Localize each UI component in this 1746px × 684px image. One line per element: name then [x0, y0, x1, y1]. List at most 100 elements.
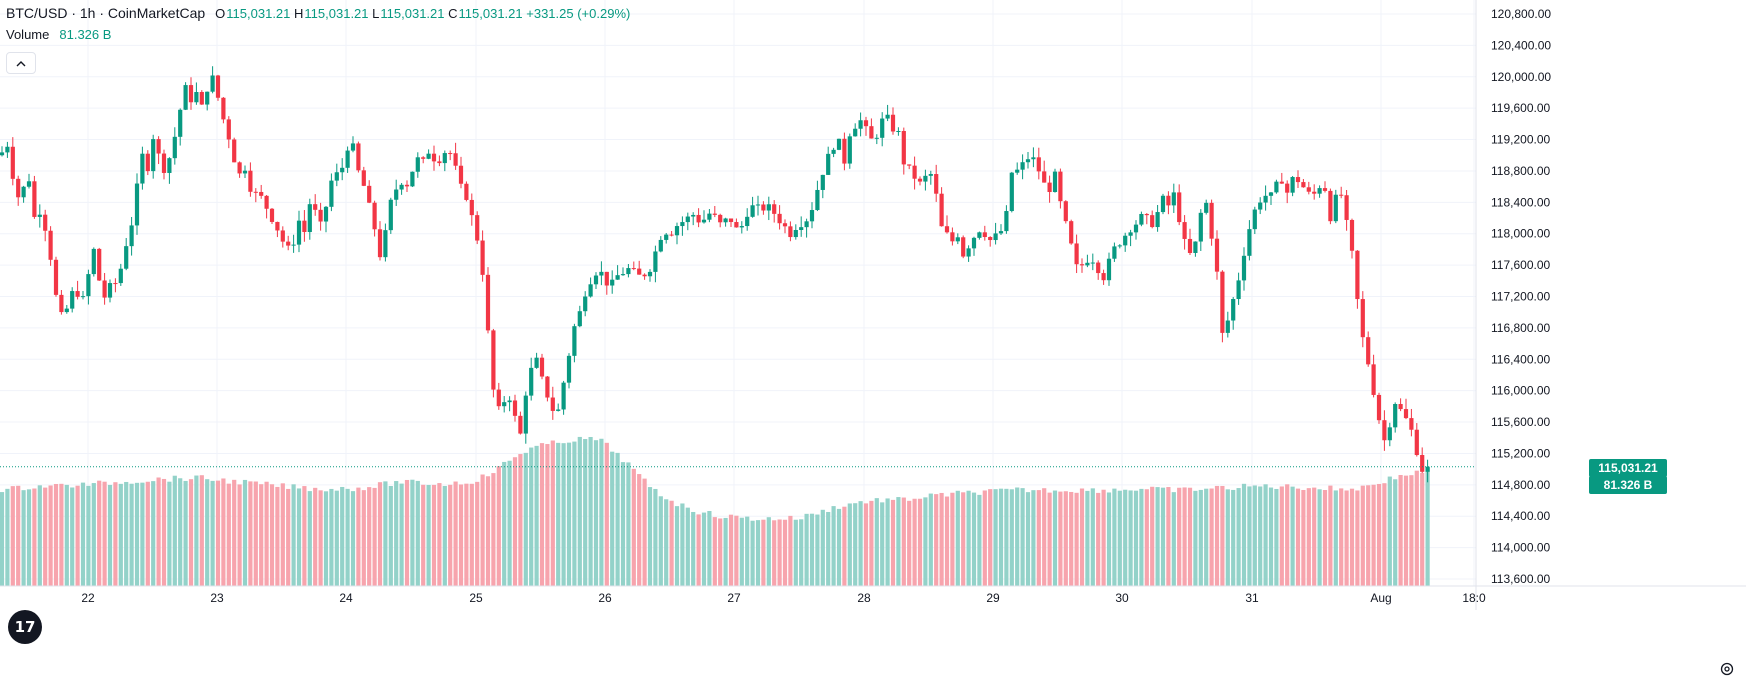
candle — [448, 150, 453, 161]
volume-bar — [961, 492, 966, 586]
volume-bar — [642, 478, 647, 586]
candle-body — [1198, 212, 1203, 242]
candle-body — [496, 389, 501, 407]
collapse-legend-button[interactable] — [6, 52, 36, 74]
symbol-title[interactable]: BTC/USD · 1h · CoinMarketCap — [6, 5, 206, 21]
volume-bar — [1133, 490, 1139, 586]
volume-label[interactable]: Volume — [6, 27, 50, 42]
candle-body — [194, 92, 199, 103]
candle-body — [626, 268, 631, 275]
volume-bar — [512, 457, 518, 586]
candle-body — [1322, 188, 1328, 191]
candle-body — [831, 149, 836, 154]
volume-bar — [453, 481, 458, 586]
volume-bar — [86, 485, 91, 586]
volume-bar — [1322, 490, 1328, 586]
candle — [64, 304, 69, 314]
candle — [998, 224, 1004, 236]
volume-bar — [458, 484, 464, 586]
volume-bar — [869, 500, 874, 586]
candle — [534, 352, 539, 369]
candle-body — [280, 230, 285, 242]
volume-bar — [307, 491, 312, 586]
candle — [1220, 270, 1225, 343]
candle-body — [1155, 212, 1160, 228]
volume-bar — [1409, 475, 1414, 586]
chart-settings-button[interactable] — [1712, 656, 1742, 682]
candle — [1425, 459, 1430, 483]
price-tick-label: 117,600.00 — [1491, 258, 1550, 272]
volume-bar — [658, 496, 663, 586]
candle-body — [377, 229, 383, 258]
volume-bar — [442, 485, 447, 586]
candle — [545, 375, 550, 402]
candle-body — [718, 214, 723, 223]
tradingview-logo-icon[interactable]: 17 — [8, 610, 42, 644]
candle-body — [329, 180, 334, 207]
close-label: C — [448, 5, 458, 21]
candle — [880, 112, 885, 147]
candle-body — [1285, 183, 1290, 193]
candle — [437, 155, 442, 167]
volume-bar — [70, 487, 75, 586]
volume-bar — [210, 480, 215, 586]
volume-bar — [723, 517, 728, 586]
candle-body — [777, 213, 782, 224]
candle — [826, 146, 831, 176]
price-tick-label: 118,400.00 — [1491, 195, 1550, 209]
volume-bar — [674, 506, 680, 586]
candle-layer — [0, 66, 1430, 483]
volume-bar — [993, 489, 998, 586]
volume-bar — [329, 488, 334, 586]
candle — [178, 108, 183, 146]
candle-body — [642, 274, 647, 277]
candle-body — [140, 153, 145, 184]
candle-body — [863, 120, 869, 127]
volume-bar — [491, 473, 496, 586]
volume-bar — [280, 483, 285, 586]
volume-bar — [1328, 485, 1333, 586]
candle — [923, 169, 928, 191]
candle-body — [1063, 201, 1068, 222]
candle — [1182, 215, 1187, 250]
volume-bar — [1020, 488, 1025, 586]
candle — [680, 216, 685, 236]
candle — [48, 226, 53, 266]
volume-bar — [48, 485, 53, 586]
candle — [480, 230, 485, 282]
price-tick-label: 120,000.00 — [1491, 70, 1551, 84]
candle-body — [215, 75, 221, 98]
volume-bar — [545, 444, 550, 586]
gear-icon — [1720, 662, 1734, 676]
candle — [755, 195, 761, 216]
volume-bar — [21, 490, 26, 586]
candle-body — [853, 128, 858, 137]
candle — [496, 382, 501, 410]
volume-bar — [572, 441, 577, 586]
candle-body — [955, 237, 960, 242]
candle-body — [37, 214, 42, 217]
candle — [1414, 423, 1419, 457]
candle-body — [475, 215, 480, 241]
candle — [458, 156, 464, 189]
candle — [1322, 181, 1328, 193]
candle-body — [766, 204, 771, 211]
volume-bar — [1052, 490, 1058, 586]
price-axis[interactable]: 120,800.00 120,400.00 120,000.00 119,600.00… — [1475, 0, 1551, 610]
candle-body — [712, 213, 717, 215]
candle-body — [367, 185, 372, 203]
candle — [286, 235, 291, 251]
candle — [334, 163, 339, 187]
volume-bar — [480, 474, 485, 586]
time-tick-label: 25 — [469, 591, 483, 605]
volume-bar — [799, 519, 804, 586]
time-tick-label: 31 — [1245, 591, 1259, 605]
candle — [556, 403, 561, 412]
candle — [734, 218, 739, 228]
volume-bar — [437, 483, 442, 586]
candle-body — [523, 395, 528, 434]
time-axis[interactable]: 22 23 24 25 26 27 28 29 30 31 Aug 18:0 — [0, 585, 1746, 605]
candle — [604, 271, 609, 295]
